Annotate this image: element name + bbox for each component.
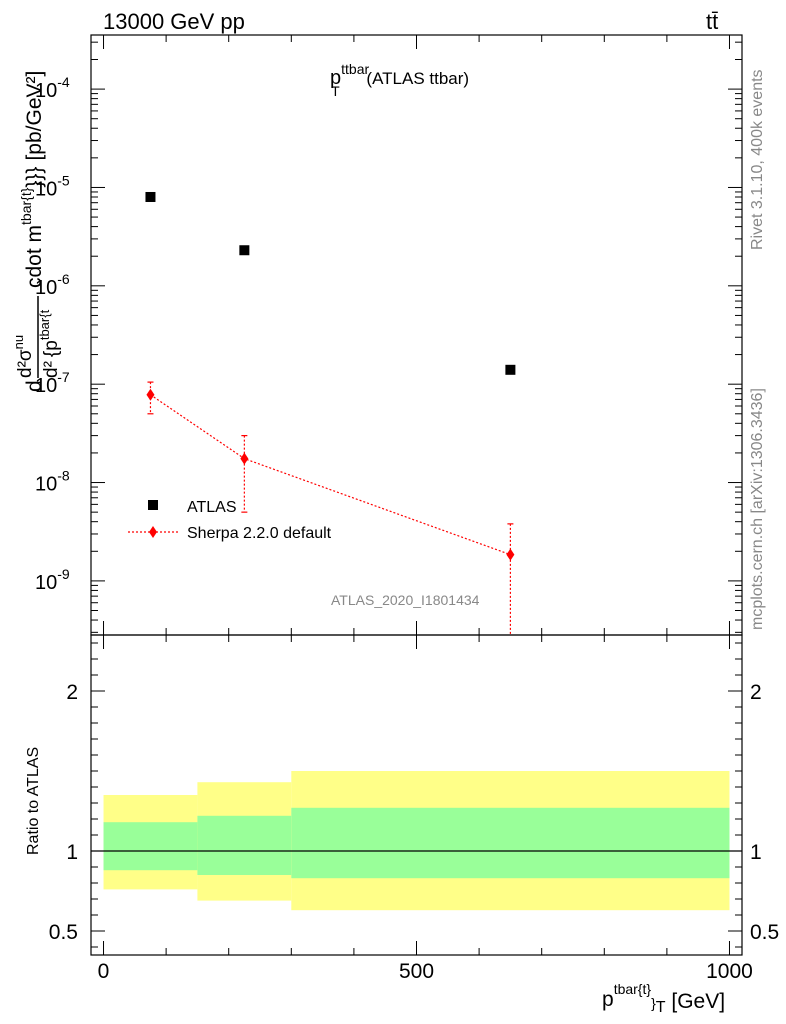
svg-text:cdot mtbar{t}}}}[pb/GeV²]: cdot mtbar{t}}}}[pb/GeV²] xyxy=(18,71,46,288)
ratio-green-band xyxy=(103,822,198,871)
ratio-y-tick-label-left: 2 xyxy=(66,681,78,704)
ratio-y-tick-label-right: 2 xyxy=(750,681,762,704)
ratio-y-tick-label-left: 0.5 xyxy=(49,921,78,944)
main-y-tick-label: 10-6 xyxy=(35,271,70,299)
legend-sherpa-label: Sherpa 2.2.0 default xyxy=(187,525,332,542)
main-panel: 10-4 10-5 10-6 10-7 10-8 10-9 ATLAS_2020_I180… xyxy=(35,34,743,636)
ratio-y-tick-label-right: 0.5 xyxy=(750,921,779,944)
main-frame xyxy=(90,34,743,636)
ratio-green-band xyxy=(197,815,292,875)
legend-atlas-label: ATLAS xyxy=(187,499,237,516)
atlas-series xyxy=(145,191,516,375)
sherpa-point xyxy=(146,388,155,401)
main-y-tick-label: 10-5 xyxy=(35,172,70,200)
main-y-tick-labels: 10-4 10-5 10-6 10-7 10-8 10-9 xyxy=(35,74,70,594)
process-label: tt̄ xyxy=(706,9,718,34)
main-title: pttbar T (ATLAS ttbar) xyxy=(330,61,469,99)
main-y-tick-label: 10-7 xyxy=(35,369,70,397)
sherpa-point xyxy=(506,548,515,561)
energy-label: 13000 GeV pp xyxy=(103,9,245,34)
sherpa-series xyxy=(146,381,515,635)
x-tick-label: 1000 xyxy=(706,960,753,983)
atlas-point xyxy=(505,364,516,375)
legend-sherpa-marker xyxy=(149,526,157,538)
legend: ATLAS Sherpa 2.2.0 default xyxy=(128,499,332,542)
rivet-label: Rivet 3.1.10, 400k events xyxy=(749,69,766,250)
ratio-ylabel: Ratio to ATLAS xyxy=(25,747,42,855)
atlas-point xyxy=(145,191,156,202)
main-axis-ticks xyxy=(91,35,742,635)
x-axis-label: ptbar{t}}T [GeV] xyxy=(602,981,725,1016)
ratio-green-band xyxy=(291,807,730,879)
ratio-frame xyxy=(90,634,743,956)
ratio-y-tick-label-right: 1 xyxy=(750,841,762,864)
ratio-tick-labels: 0.5 0.5 1 1 2 2 0 500 1000 xyxy=(49,681,779,983)
legend-atlas-marker xyxy=(148,500,158,510)
main-ylabel: d d²σnu d²{ptbar{t cdot mtbar{t}}}}[pb/G… xyxy=(11,71,62,392)
main-y-tick-label: 10-8 xyxy=(35,468,70,496)
ratio-axis-ticks xyxy=(91,635,742,955)
ratio-y-tick-label-left: 1 xyxy=(66,841,78,864)
mcplots-label: mcplots.cern.ch [arXiv:1306.3436] xyxy=(749,388,766,630)
svg-text:d²σnu: d²σnu xyxy=(11,335,36,378)
main-y-tick-label: 10-4 xyxy=(35,74,70,102)
x-tick-label: 500 xyxy=(399,960,434,983)
svg-text:d: d xyxy=(23,380,46,392)
ratio-panel: 0.5 0.5 1 1 2 2 0 500 1000 xyxy=(49,634,779,983)
atlas-point xyxy=(239,245,250,256)
sherpa-point xyxy=(240,452,249,465)
main-y-tick-label: 10-9 xyxy=(35,566,70,594)
svg-text:d²{ptbar{t: d²{ptbar{t xyxy=(37,309,62,378)
x-tick-label: 0 xyxy=(98,960,110,983)
ratio-bands xyxy=(103,771,730,911)
analysis-watermark: ATLAS_2020_I1801434 xyxy=(331,592,480,608)
